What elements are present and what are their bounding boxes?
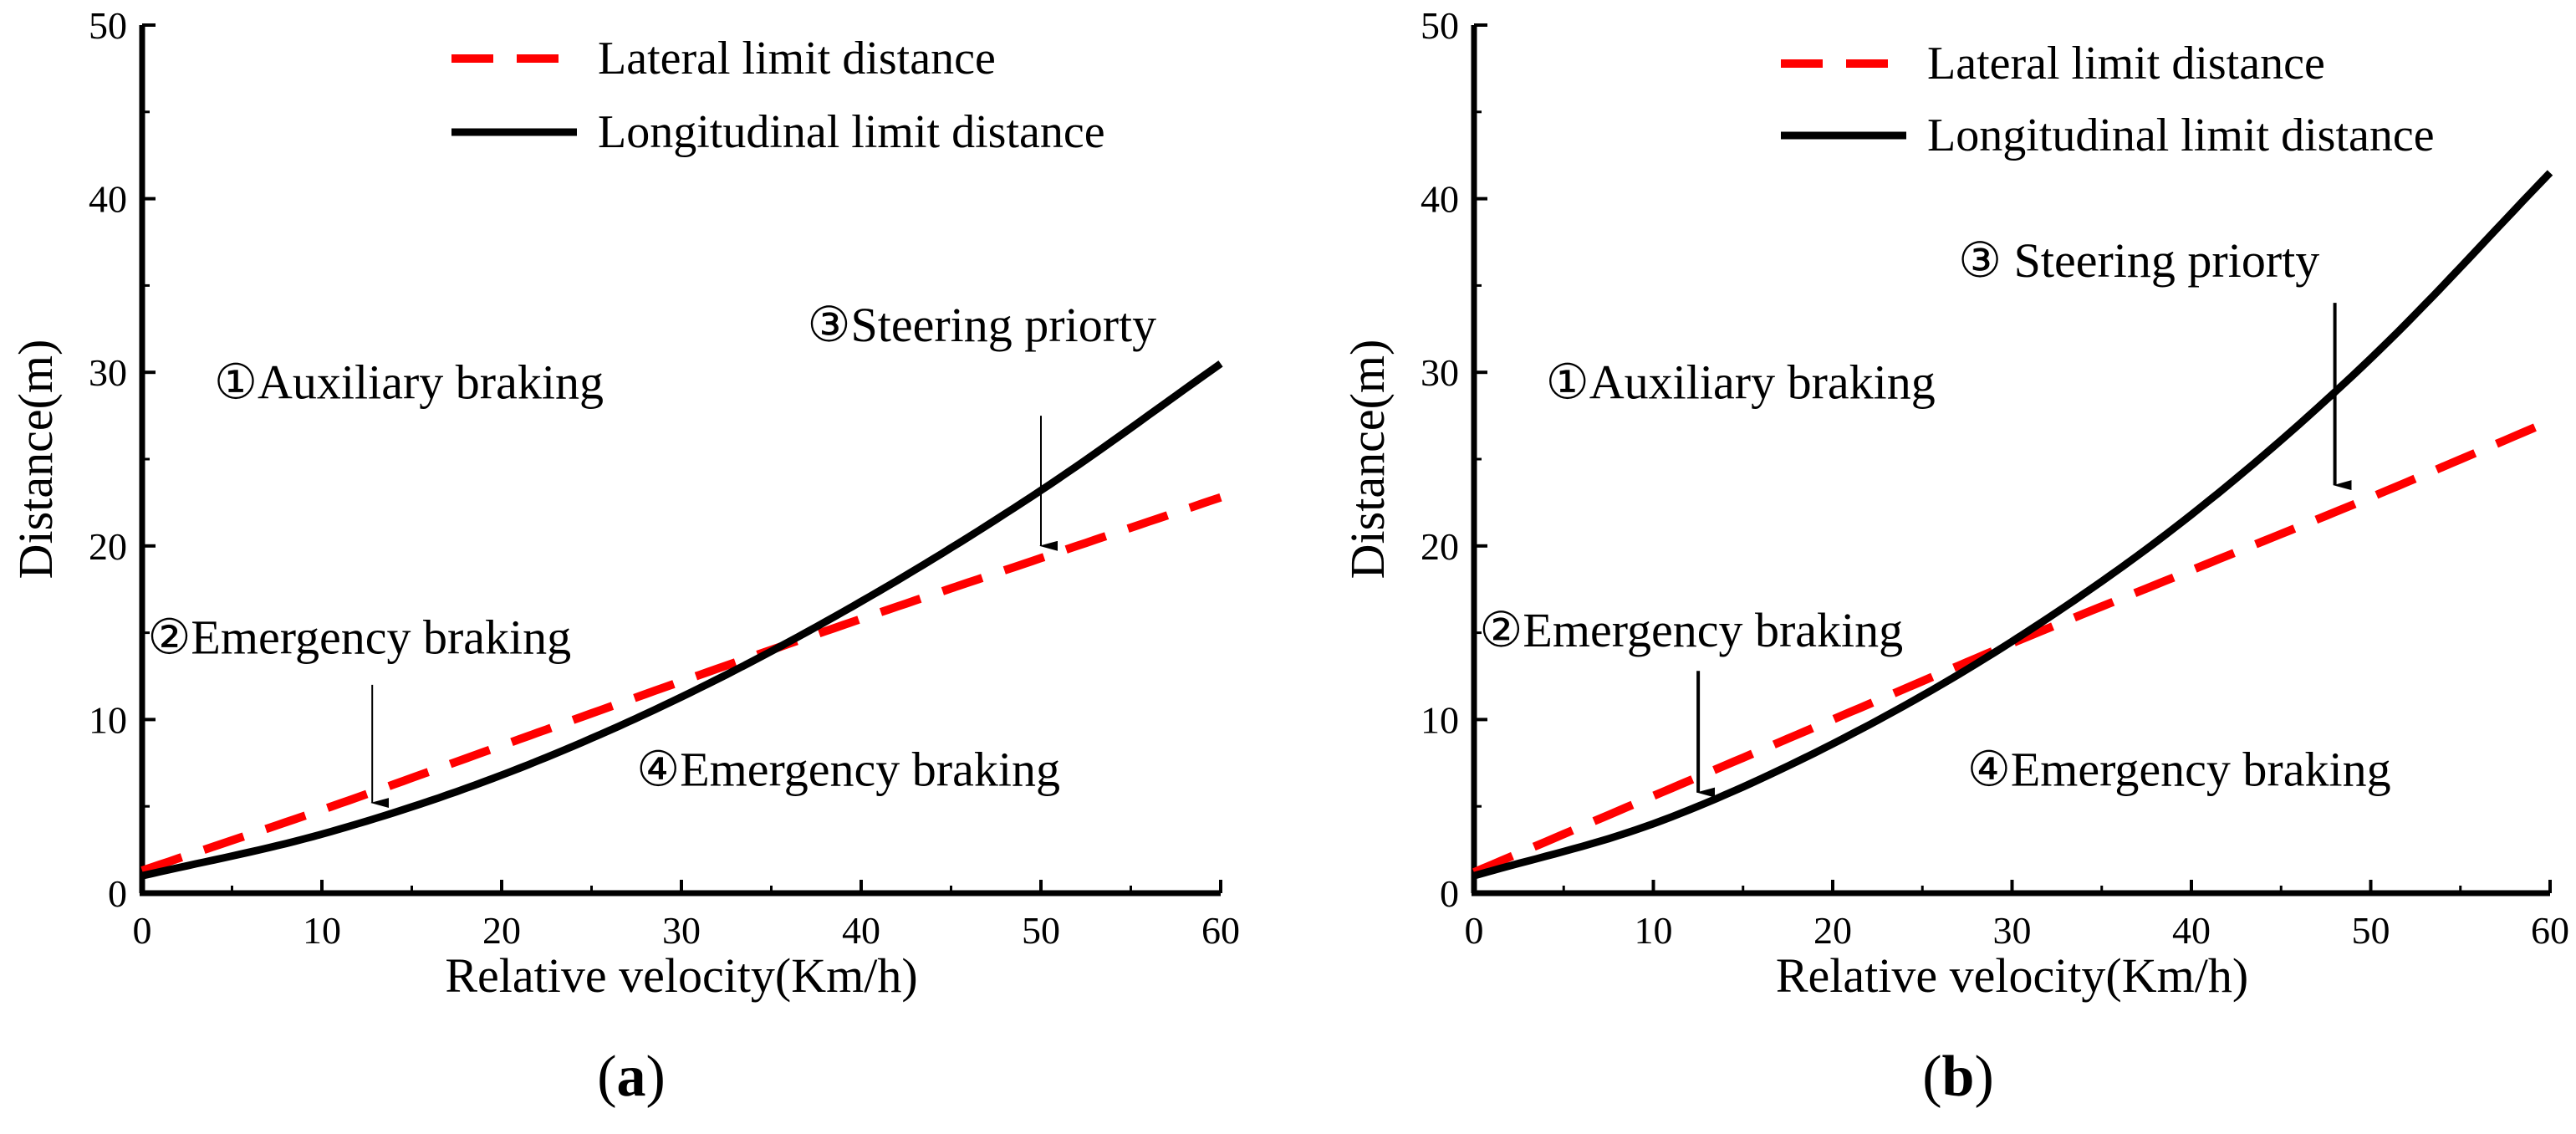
annotation-label: ①Auxiliary braking — [214, 355, 604, 409]
x-tick-label: 0 — [133, 909, 152, 952]
annotation-label: ③ Steering priorty — [1958, 233, 2319, 288]
x-tick-label: 10 — [303, 909, 341, 952]
legend-label: Lateral limit distance — [598, 33, 996, 84]
legend-label: Longitudinal limit distance — [598, 106, 1105, 158]
legend-label: Longitudinal limit distance — [1927, 110, 2435, 161]
panel-caption: (b) — [1922, 1045, 1994, 1109]
caption-part: ) — [1974, 1045, 1993, 1109]
annotation-label: ④Emergency braking — [636, 742, 1060, 796]
x-tick-label: 30 — [662, 909, 701, 952]
caption-part: ( — [1922, 1045, 1941, 1109]
x-tick-label: 20 — [1813, 909, 1852, 952]
y-tick-label: 50 — [1421, 4, 1459, 47]
panel-caption: (a) — [597, 1045, 666, 1109]
annotation-label: ①Auxiliary braking — [1546, 355, 1936, 409]
annotation-label: ②Emergency braking — [1479, 603, 1903, 657]
x-tick-label: 50 — [2352, 909, 2390, 952]
caption-part: b — [1942, 1045, 1975, 1109]
annotation-label: ③Steering priorty — [808, 298, 1157, 352]
x-tick-label: 30 — [1993, 909, 2032, 952]
x-axis-label: Relative velocity(Km/h) — [1776, 948, 2248, 1003]
caption-part: ) — [646, 1045, 666, 1109]
x-tick-label: 40 — [842, 909, 880, 952]
x-tick-label: 10 — [1635, 909, 1673, 952]
x-tick-label: 0 — [1465, 909, 1484, 952]
panel-b: 0 10 20 30 40 50 60 0 10 20 30 40 50 Relative velocit… — [1340, 4, 2569, 1109]
lateral-limit-curve — [140, 493, 1222, 875]
y-tick-label: 20 — [1421, 525, 1459, 568]
y-tick-label: 30 — [89, 351, 127, 394]
legend-label: Lateral limit distance — [1927, 38, 2325, 89]
caption-part: ( — [597, 1045, 616, 1109]
y-tick-label: 10 — [1421, 698, 1459, 741]
x-tick-label: 60 — [2531, 909, 2569, 952]
panel-a: 0 10 20 30 40 50 60 0 10 20 30 40 50 Relative velocit… — [8, 4, 1240, 1109]
x-tick-label: 50 — [1022, 909, 1060, 952]
y-tick-label: 0 — [1440, 872, 1459, 915]
y-tick-label: 40 — [89, 178, 127, 221]
x-tick-label: 40 — [2172, 909, 2211, 952]
annotation-label: ②Emergency braking — [147, 610, 571, 665]
longitudinal-limit-curve — [1472, 170, 2553, 880]
annotation-label: ④Emergency braking — [1967, 742, 2391, 796]
y-tick-label: 30 — [1421, 351, 1459, 394]
x-axis-label: Relative velocity(Km/h) — [445, 948, 917, 1003]
y-tick-label: 40 — [1421, 178, 1459, 221]
x-tick-label: 20 — [482, 909, 521, 952]
y-tick-label: 20 — [89, 525, 127, 568]
caption-part: a — [617, 1045, 646, 1109]
y-axis-label: Distance(m) — [1340, 340, 1395, 580]
y-tick-label: 10 — [89, 698, 127, 741]
y-tick-label: 0 — [108, 872, 127, 915]
x-tick-label: 60 — [1201, 909, 1240, 952]
y-tick-label: 50 — [89, 4, 127, 47]
y-axis-label: Distance(m) — [8, 340, 63, 580]
